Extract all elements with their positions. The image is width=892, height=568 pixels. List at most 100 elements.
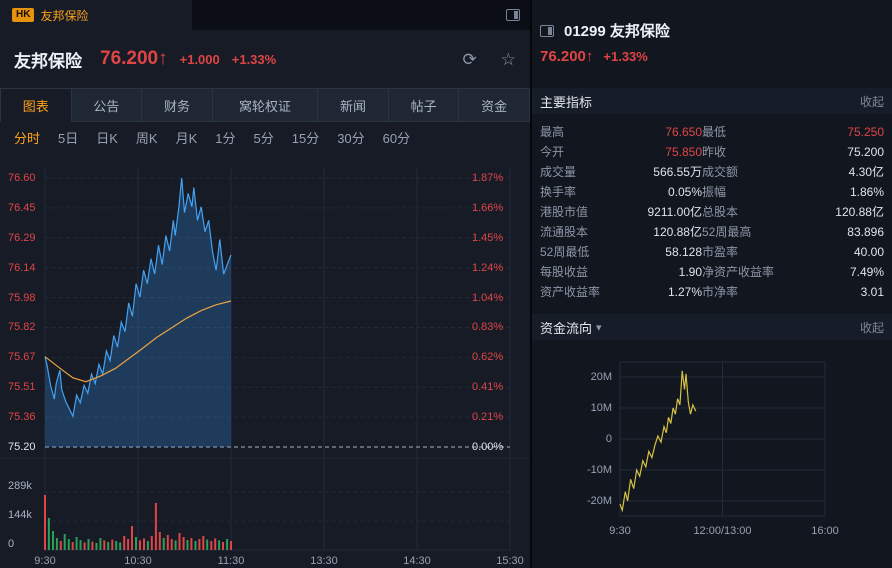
- tab-chart[interactable]: 图表: [0, 88, 72, 122]
- period-intraday[interactable]: 分时: [14, 130, 41, 146]
- stat-label: 净资产收益率: [702, 265, 775, 279]
- stat-value: 120.88亿: [653, 225, 702, 239]
- stat-label: 换手率: [540, 185, 577, 199]
- stat-value: 83.896: [847, 225, 884, 239]
- stat-value: 76.650: [665, 125, 702, 139]
- quote-panel: 01299 友邦保险 76.200↑ +1.33% 主要指标 收起 最高 76.…: [532, 0, 892, 568]
- quote-change-pct: +1.33%: [603, 49, 648, 64]
- window-tab-strip: HK 友邦保险: [0, 0, 530, 30]
- current-price: 76.200↑: [100, 48, 168, 69]
- flow-section-bar: 资金流向 ▾ 收起: [532, 314, 892, 340]
- period-tabs: 分时 5日 日K 周K 月K 1分 5分 15分 30分 60分: [0, 122, 530, 152]
- period-weekly[interactable]: 周K: [135, 130, 158, 146]
- stat-label: 成交量: [540, 165, 577, 179]
- chevron-down-icon[interactable]: ▾: [596, 321, 602, 334]
- stat-row: 每股收益 1.90 净资产收益率 7.49%: [540, 262, 884, 282]
- period-5d[interactable]: 5日: [58, 130, 79, 146]
- stat-label: 总股本: [702, 205, 739, 219]
- price-change: +1.000: [179, 51, 220, 67]
- tab-strip-spacer: [192, 0, 506, 30]
- stat-value: 566.55万: [653, 165, 702, 179]
- period-1m[interactable]: 1分: [215, 130, 236, 146]
- stat-row: 港股市值 9211.00亿 总股本 120.88亿: [540, 202, 884, 222]
- stat-row: 换手率 0.05% 振幅 1.86%: [540, 182, 884, 202]
- panel-toggle-icon[interactable]: [540, 24, 554, 37]
- quote-title: 01299 友邦保险: [564, 23, 670, 40]
- period-15m[interactable]: 15分: [291, 130, 320, 146]
- stat-value: 1.86%: [849, 185, 884, 199]
- period-30m[interactable]: 30分: [337, 130, 365, 146]
- chart-panel: HK 友邦保险 友邦保险 76.200↑ +1.000 +1.33% ⟳ ☆ 图…: [0, 0, 530, 568]
- stat-label: 市净率: [702, 285, 739, 299]
- stat-row: 资产收益率 1.27% 市净率 3.01: [540, 282, 884, 302]
- refresh-icon[interactable]: ⟳: [462, 49, 477, 69]
- stat-label: 52周最高: [702, 225, 752, 239]
- capital-flow-svg: [619, 361, 826, 517]
- period-5m[interactable]: 5分: [253, 130, 274, 146]
- tab-capital[interactable]: 资金: [459, 88, 530, 122]
- stock-tab[interactable]: HK 友邦保险: [0, 0, 192, 30]
- stat-value: 7.49%: [849, 265, 884, 279]
- stat-label: 港股市值: [540, 205, 589, 219]
- stat-value: 40.00: [853, 245, 884, 259]
- stat-value: 3.01: [860, 285, 884, 299]
- stat-row: 成交量 566.55万 成交额 4.30亿: [540, 162, 884, 182]
- stock-tab-label: 友邦保险: [40, 8, 89, 23]
- stat-label: 成交额: [702, 165, 739, 179]
- stat-value: 0.05%: [667, 185, 702, 199]
- stat-label: 52周最低: [540, 245, 590, 259]
- tab-warrants[interactable]: 窝轮权证: [212, 88, 319, 122]
- stat-label: 今开: [540, 145, 565, 159]
- stock-header: 友邦保险 76.200↑ +1.000 +1.33% ⟳ ☆: [0, 30, 530, 88]
- stat-value: 58.128: [665, 245, 702, 259]
- period-monthly[interactable]: 月K: [175, 130, 198, 146]
- key-stats-grid: 最高 76.650 最低 75.250 今开 75.850 昨收 75.200 …: [540, 122, 884, 302]
- stat-value: 1.90: [678, 265, 702, 279]
- stat-label: 最低: [702, 125, 727, 139]
- price-change-pct: +1.33%: [231, 51, 277, 67]
- favorite-star-icon[interactable]: ☆: [500, 49, 516, 69]
- stat-value: 75.250: [847, 125, 884, 139]
- stat-value: 4.30亿: [848, 165, 884, 179]
- stat-value: 120.88亿: [835, 205, 884, 219]
- quote-price: 76.200↑: [540, 48, 594, 65]
- header-actions: ⟳ ☆: [463, 51, 517, 68]
- indicators-title: 主要指标: [540, 94, 593, 110]
- stat-label: 昨收: [702, 145, 727, 159]
- stat-label: 市盈率: [702, 245, 739, 259]
- price-volume-svg: [0, 168, 530, 551]
- main-nav-tabs: 图表 公告 财务 窝轮权证 新闻 帖子 资金: [0, 88, 530, 122]
- stat-row: 流通股本 120.88亿 52周最高 83.896: [540, 222, 884, 242]
- period-60m[interactable]: 60分: [382, 130, 411, 146]
- panel-toggle-wrap: [506, 0, 530, 30]
- stat-value: 9211.00亿: [647, 205, 703, 219]
- quote-price-row: 76.200↑ +1.33%: [540, 48, 648, 65]
- flow-title-text: 资金流向: [540, 320, 593, 336]
- indicators-collapse-link[interactable]: 收起: [859, 94, 884, 109]
- market-badge: HK: [12, 8, 35, 22]
- stat-label: 最高: [540, 125, 565, 139]
- intraday-chart[interactable]: 9:30 10:30 11:30 13:30 14:30 15:30 76.60 1.87% 7…: [0, 152, 530, 568]
- stat-label: 每股收益: [540, 265, 589, 279]
- stat-label: 资产收益率: [540, 285, 601, 299]
- tab-financials[interactable]: 财务: [142, 88, 213, 122]
- panel-toggle-icon[interactable]: [506, 9, 520, 21]
- period-daily[interactable]: 日K: [96, 130, 118, 146]
- stock-name: 友邦保险: [14, 51, 82, 71]
- tab-announcements[interactable]: 公告: [71, 88, 143, 122]
- indicators-section-bar: 主要指标 收起: [532, 88, 892, 114]
- capital-flow-chart[interactable]: 20M 10M 0 -10M -20M 9:30 12:00/13:00 16:00: [532, 354, 892, 554]
- flow-title: 资金流向 ▾: [540, 318, 602, 337]
- stat-row: 最高 76.650 最低 75.250: [540, 122, 884, 142]
- tab-posts[interactable]: 帖子: [388, 88, 460, 122]
- stat-value: 1.27%: [667, 285, 702, 299]
- quote-header: 01299 友邦保险: [540, 20, 670, 41]
- tab-news[interactable]: 新闻: [318, 88, 389, 122]
- stat-label: 振幅: [702, 185, 727, 199]
- stat-label: 流通股本: [540, 225, 589, 239]
- stat-value: 75.850: [665, 145, 702, 159]
- stat-row: 今开 75.850 昨收 75.200: [540, 142, 884, 162]
- flow-collapse-link[interactable]: 收起: [859, 320, 884, 335]
- stat-value: 75.200: [847, 145, 884, 159]
